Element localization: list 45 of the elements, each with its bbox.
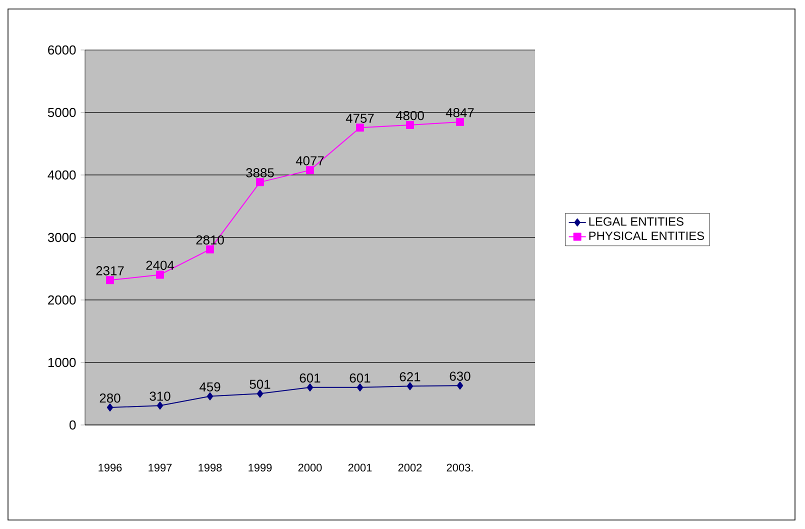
point [356, 124, 364, 132]
data-label: 601 [350, 373, 370, 383]
data-label: 459 [200, 382, 220, 392]
point [106, 403, 114, 412]
data-label: 4800 [396, 111, 424, 120]
point [106, 276, 114, 284]
x-tick-label: 2001 [348, 464, 372, 472]
x-tick-label: 2003. [446, 464, 473, 472]
data-label: 2317 [96, 266, 124, 276]
point [406, 120, 414, 129]
data-label: 621 [400, 372, 420, 382]
data-label: 4757 [346, 114, 374, 123]
point [156, 270, 164, 279]
point [206, 245, 214, 254]
point [306, 166, 314, 174]
legend-label: PHYSICAL ENTITIES [589, 232, 704, 240]
data-label: 501 [250, 380, 270, 389]
x-tick-label: 1998 [198, 464, 222, 472]
y-tick-label: 5000 [48, 108, 76, 118]
point [456, 118, 464, 126]
data-label: 310 [150, 392, 170, 401]
point [456, 382, 464, 390]
point [256, 178, 264, 186]
x-tick-label: 1996 [98, 464, 122, 472]
point [156, 402, 164, 410]
y-tick-label: 4000 [48, 170, 76, 180]
point [356, 383, 364, 392]
point [406, 382, 414, 390]
y-tick-label: 0 [70, 420, 76, 430]
x-tick-label: 2002 [398, 464, 422, 472]
y-tick-label: 3000 [48, 232, 76, 242]
x-tick-label: 2000 [298, 464, 322, 472]
point [206, 392, 214, 400]
y-tick-label: 6000 [48, 45, 76, 55]
x-tick-label: 1999 [248, 464, 272, 472]
data-label: 601 [300, 373, 320, 383]
y-tick-label: 2000 [48, 295, 76, 305]
point [306, 383, 314, 392]
data-label: 280 [100, 393, 120, 403]
data-label: 2404 [146, 260, 174, 270]
data-label: 630 [450, 372, 470, 381]
y-tick-label: 1000 [48, 358, 76, 368]
x-tick-label: 1997 [148, 464, 172, 472]
point [256, 390, 264, 398]
legend-label: LEGAL ENTITIES [589, 217, 684, 226]
